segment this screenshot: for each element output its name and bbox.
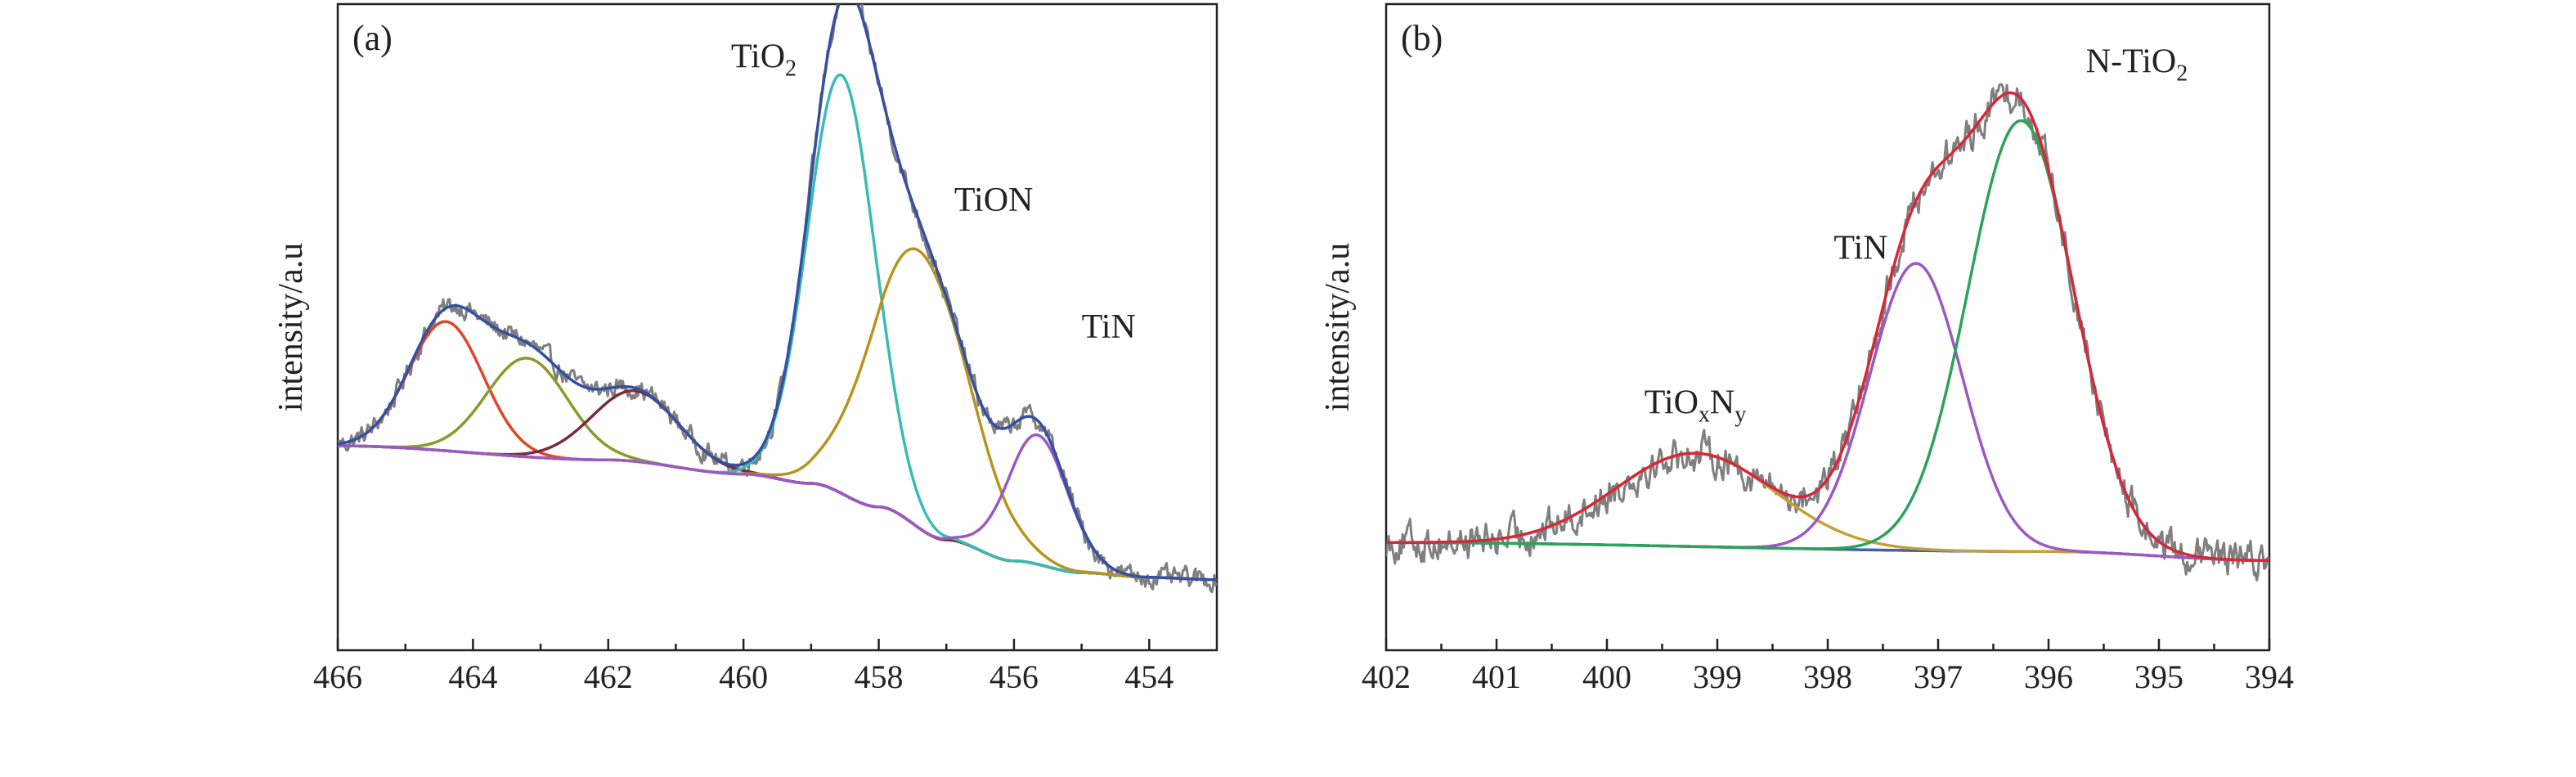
x-axis: 402 401 400 399 398 397 396 395 394 [1362, 639, 2294, 695]
chart-panel-b: 402 401 400 399 398 397 396 395 394 intensity/a.u… [1319, 2, 2294, 695]
y-axis-label: intensity/a.u [1319, 243, 1357, 411]
series-component-6 [338, 433, 1217, 582]
x-axis: 466 464 462 460 458 456 454 [313, 639, 1174, 695]
annotation-subscript: x [1699, 402, 1710, 427]
x-tick-label: 395 [2134, 658, 2183, 695]
plot-area [338, 4, 1217, 594]
x-tick-label: 458 [855, 658, 904, 695]
x-tick-label: 399 [1693, 658, 1742, 695]
series-raw-spectrum [338, 4, 1217, 594]
plot-area [1386, 83, 2269, 582]
x-tick-label: 396 [2024, 658, 2073, 695]
annotation-text: TiO [1645, 384, 1699, 421]
panel-label: (b) [1401, 18, 1443, 58]
x-tick-label: 456 [990, 658, 1039, 695]
annotation-text: TiO [731, 38, 785, 76]
annotation-subscript: y [1735, 402, 1746, 427]
peak-annotation: TiN [1082, 308, 1136, 346]
x-tick-label: 454 [1124, 658, 1174, 695]
annotation-text: TiN [1082, 308, 1136, 346]
y-axis-label: intensity/a.u [272, 243, 310, 411]
peak-annotation: TiON [954, 182, 1034, 219]
x-tick-label: 401 [1472, 658, 1521, 695]
annotation-subscript: 2 [785, 56, 797, 82]
x-tick-label: 466 [313, 658, 362, 695]
series-envelope-fit [1386, 91, 2269, 563]
series-background [338, 444, 1217, 582]
x-tick-label: 464 [448, 658, 497, 695]
series-raw-spectrum [1386, 83, 2269, 582]
plot-frame [336, 2, 1218, 652]
x-tick-label: 398 [1803, 658, 1852, 695]
x-tick-label: 462 [584, 658, 633, 695]
annotation-text: N [1710, 384, 1735, 421]
x-tick-label: 397 [1914, 658, 1963, 695]
annotation-text: TiON [954, 182, 1034, 219]
x-tick-label: 402 [1362, 658, 1411, 695]
series-envelope-fit [338, 4, 1217, 582]
annotation-subscript: 2 [2176, 61, 2188, 86]
panel-label: (a) [352, 18, 393, 58]
peak-annotation: TiN [1833, 230, 1887, 267]
peak-annotation: TiOxNy [1645, 384, 1747, 427]
x-tick-label: 394 [2245, 658, 2294, 695]
annotation-text: TiN [1833, 230, 1887, 267]
x-tick-label: 460 [719, 658, 768, 695]
x-tick-label: 400 [1582, 658, 1631, 695]
peak-annotation: TiO2 [731, 38, 797, 82]
chart-panel-a: 466 464 462 460 458 456 454 intensity/a.u (a) TiO… [272, 2, 1218, 695]
series-component-3 [1386, 119, 2269, 563]
peak-annotation: N-TiO2 [2086, 43, 2188, 86]
annotation-text: N-TiO [2086, 43, 2177, 80]
series-component-3 [338, 389, 1217, 582]
